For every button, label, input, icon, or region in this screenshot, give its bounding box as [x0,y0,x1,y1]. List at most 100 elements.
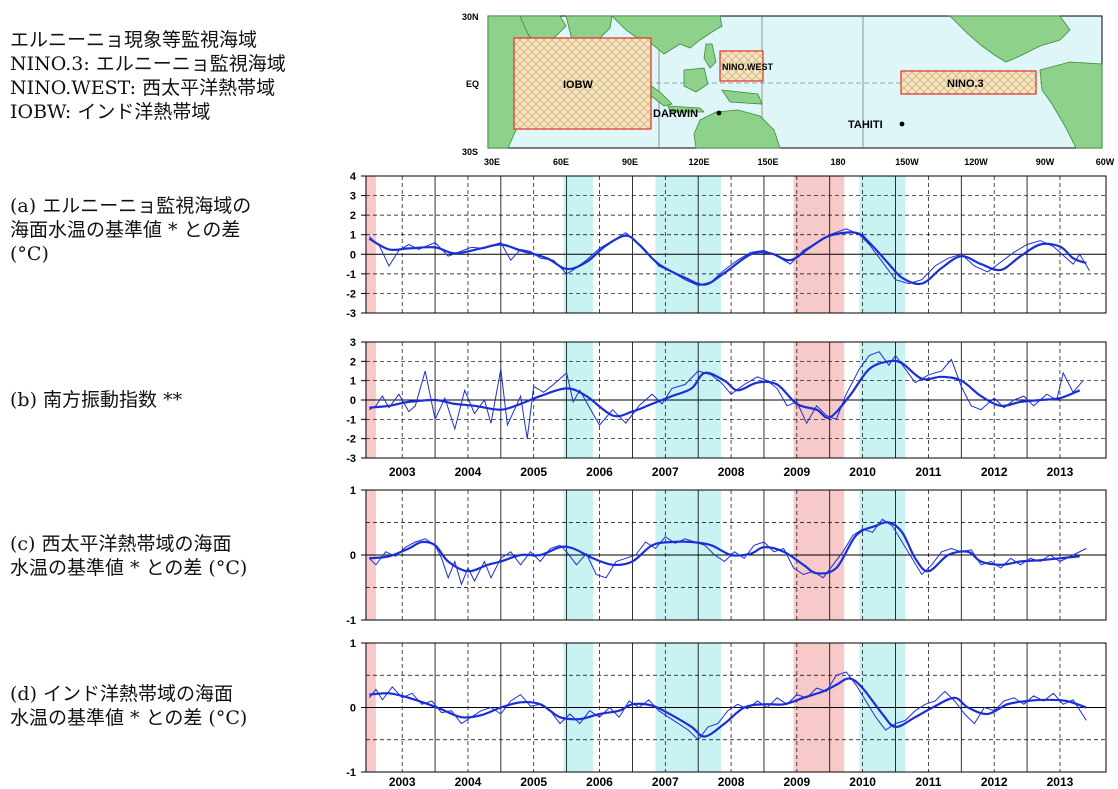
map-lon-label: 120E [688,157,709,167]
y-tick-label: -3 [346,453,356,465]
legend-nino3: NINO.3: エルニーニョ監視海域 [10,53,286,75]
map-lon-label: 90W [1036,157,1055,167]
map-lon-label: 60E [553,157,569,167]
panel-b-label: (b) 南方振動指数 ** [10,388,182,412]
x-year-label: 2013 [1047,775,1074,789]
y-tick-label: -1 [346,615,356,627]
x-year-label: 2009 [783,775,810,789]
panel-a-label-line2: 海面水温の基準値 * との差 [10,219,241,241]
x-year-label: 2004 [455,775,482,789]
map-lon-label: 30E [484,157,500,167]
x-year-label: 2007 [652,775,679,789]
la-nina-period-shade [563,176,593,313]
y-tick-label: -3 [346,308,356,320]
y-tick-label: 2 [350,210,356,222]
monitoring-regions-map: IOBW NINO.WEST NINO.3 DARWIN TAHITI 30N … [462,12,1115,167]
monthly-series-line [368,228,1091,287]
el-nino-period-shade [793,176,845,313]
map-lat-label: EQ [466,79,479,89]
x-year-label: 2006 [586,465,613,479]
x-year-label: 2006 [586,775,613,789]
x-year-label: 2010 [849,465,876,479]
panel-b: 3 2 1 0 -1 -2 -3 2003 2004 2005 2006 2007 2008 2009 20… [346,337,1107,479]
iobw-region-box [513,37,652,130]
map-lon-label: 180 [830,157,845,167]
map-lon-label: 90E [622,157,638,167]
y-tick-label: 1 [350,230,356,242]
panel-a-label: (a) エルニーニョ監視海域の 海面水温の基準値 * との差 (°C) [10,194,251,266]
new-guinea-landmass [721,89,763,105]
plot-frame [365,175,1107,314]
panel-d: 1 0 -1 2003 2004 2005 2006 2007 2008 2009 2010 2011… [346,638,1107,789]
legend-title: エルニーニョ現象等監視海域 [10,29,258,51]
nino3-region-box [900,70,1037,95]
x-year-label: 2004 [455,465,482,479]
x-year-label: 2011 [915,465,941,479]
panel-c: 1 0 -1 [346,485,1107,627]
x-year-label: 2008 [718,465,745,479]
panel-b-label-line1: (b) 南方振動指数 ** [10,389,183,411]
x-year-label: 2012 [981,465,1008,479]
y-tick-label: -1 [346,269,356,281]
panel-a: 4 3 2 1 0 -1 -2 -3 [346,171,1107,320]
legend-iobw: IOBW: インド洋熱帯域 [10,101,211,123]
y-tick-label: -1 [346,767,356,779]
monthly-series-line [369,351,1084,439]
x-year-label: 2010 [849,775,876,789]
la-nina-period-shade [859,176,906,313]
borneo-landmass [683,67,709,93]
y-tick-label: 1 [350,485,356,497]
running-mean-line [369,359,1081,419]
australia-landmass [693,109,781,149]
y-tick-label: 2 [350,356,356,368]
x-year-label: 2011 [915,775,941,789]
running-mean-line [369,677,1087,738]
y-tick-label: 1 [350,376,356,388]
java-landmass [667,105,705,113]
map-lon-label: 150W [895,157,919,167]
darwin-station-marker [716,110,722,116]
map-lat-label: 30S [462,147,478,157]
panel-d-label-line2: 水温の基準値 * との差 (°C) [10,707,248,729]
tahiti-station-marker [899,121,905,127]
north-america-landmass [949,15,1071,63]
y-tick-label: 3 [350,191,356,203]
x-year-label: 2003 [389,465,416,479]
y-tick-label: 0 [350,249,356,261]
y-tick-label: 3 [350,337,356,349]
y-tick-label: -1 [346,414,356,426]
x-year-label: 2005 [520,775,547,789]
map-lon-label: 150E [757,157,778,167]
y-tick-label: 0 [350,395,356,407]
philippines-landmass [703,43,717,69]
panel-c-label-line1: (c) 西太平洋熱帯域の海面 [10,533,232,555]
y-tick-label: -2 [346,288,356,300]
x-year-label: 2003 [389,775,416,789]
x-year-label: 2012 [981,775,1008,789]
panel-a-label-line1: (a) エルニーニョ監視海域の [10,195,252,217]
map-lat-label: 30N [462,12,479,22]
panel-d-label: (d) インド洋熱帯域の海面 水温の基準値 * との差 (°C) [10,682,247,730]
x-year-label: 2008 [718,775,745,789]
panel-d-label-line1: (d) インド洋熱帯域の海面 [10,683,234,705]
map-lon-label: 60W [1096,157,1115,167]
x-year-label: 2009 [783,465,810,479]
monthly-series-line [368,671,1087,741]
legend-ninowest: NINO.WEST: 西太平洋熱帯域 [10,77,276,99]
monthly-series-line [368,518,1087,586]
x-year-label: 2013 [1047,465,1074,479]
y-tick-label: 0 [350,550,356,562]
panel-c-label-line2: 水温の基準値 * との差 (°C) [10,557,248,579]
el-nino-period-shade [366,176,376,313]
map-region-label: NINO.WEST [722,62,774,72]
nino-west-region-box [719,50,764,82]
x-year-label: 2007 [652,465,679,479]
map-station-label: TAHITI [848,119,883,131]
running-mean-line [369,521,1080,575]
monitoring-regions-legend: エルニーニョ現象等監視海域 NINO.3: エルニーニョ監視海域 NINO.WE… [10,28,286,124]
panel-c-label: (c) 西太平洋熱帯域の海面 水温の基準値 * との差 (°C) [10,532,247,580]
map-lon-label: 120W [964,157,988,167]
running-mean-line [368,231,1087,286]
map-station-label: DARWIN [653,108,698,120]
